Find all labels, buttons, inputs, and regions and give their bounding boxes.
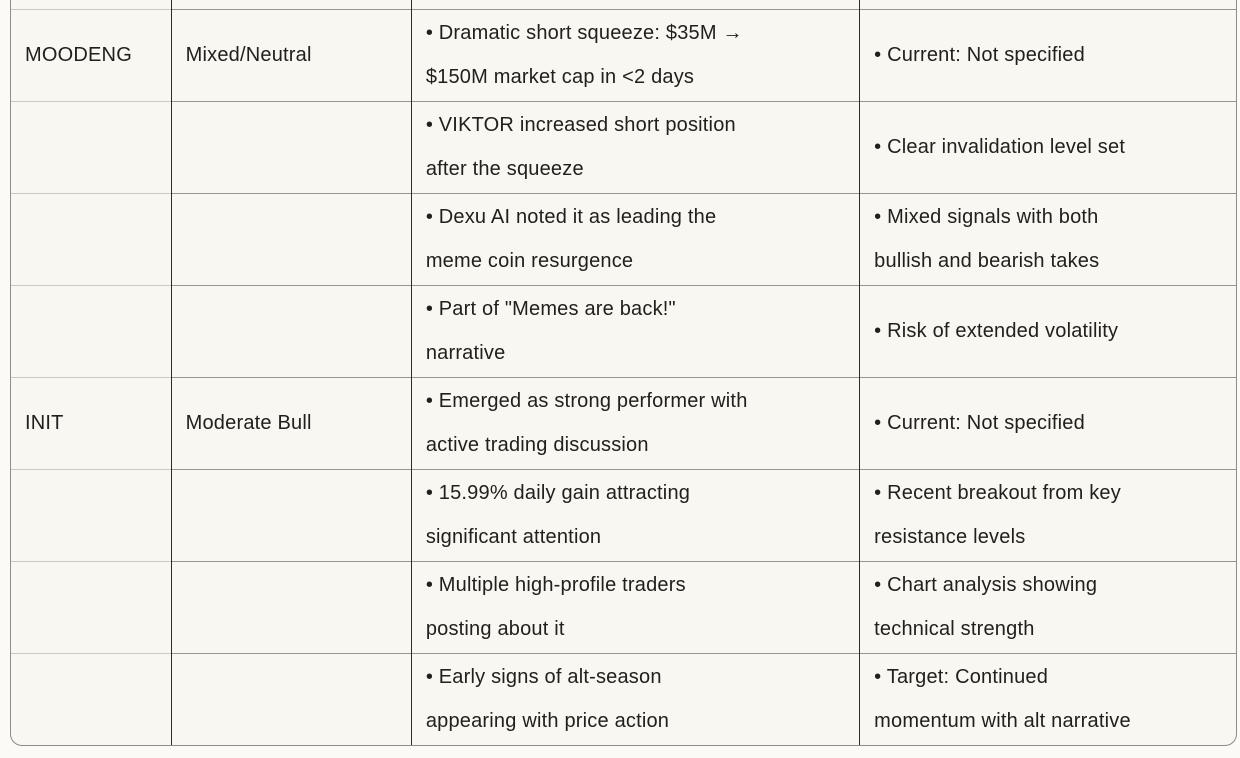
cell-token: [11, 468, 172, 561]
cell-token: INIT: [11, 376, 172, 469]
cell-levels: • Current: Not specified: [859, 376, 1236, 469]
cell-sentiment: [170, 0, 412, 9]
cell-levels: [859, 0, 1236, 9]
cell-details: • Emerged as strong performer with activ…: [410, 376, 860, 469]
cell-token: [11, 192, 172, 285]
cell-sentiment: [170, 100, 412, 193]
cell-details: [410, 0, 860, 9]
cell-details: • Multiple high-profile traders posting …: [410, 560, 860, 653]
table-row: • Multiple high-profile traders posting …: [11, 560, 1236, 653]
cell-levels: • Current: Not specified: [859, 8, 1236, 101]
cell-token: [11, 0, 171, 9]
table-row: • Dexu AI noted it as leading the meme c…: [11, 192, 1236, 285]
cell-sentiment: [170, 284, 412, 377]
cell-details: • 15.99% daily gain attracting significa…: [410, 468, 860, 561]
cell-details: • Early signs of alt-season appearing wi…: [410, 652, 860, 745]
cell-levels: • Mixed signals with both bullish and be…: [859, 192, 1236, 285]
table-card: MOODENG Mixed/Neutral • Dramatic short squ…: [10, 0, 1237, 746]
cell-sentiment: Mixed/Neutral: [170, 8, 412, 101]
table-row: • VIKTOR increased short position after …: [11, 100, 1236, 193]
cell-details: • VIKTOR increased short position after …: [410, 100, 860, 193]
cell-levels: • Clear invalidation level set: [859, 100, 1236, 193]
cell-details: • Part of "Memes are back!" narrative: [410, 284, 860, 377]
table-row: INIT Moderate Bull • Emerged as strong per…: [11, 376, 1236, 469]
cell-token: [11, 100, 172, 193]
table-body: MOODENG Mixed/Neutral • Dramatic short squ…: [11, 0, 1236, 745]
cell-levels: • Target: Continued momentum with alt na…: [859, 652, 1236, 745]
cell-sentiment: [170, 560, 412, 653]
cell-levels: • Risk of extended volatility: [859, 284, 1236, 377]
cell-sentiment: [170, 652, 412, 745]
cell-token: [11, 652, 172, 745]
cell-sentiment: Moderate Bull: [170, 376, 412, 469]
cell-sentiment: [170, 192, 412, 285]
cell-levels: • Recent breakout from key resistance le…: [859, 468, 1236, 561]
cell-token: [11, 560, 172, 653]
cell-token: [11, 284, 172, 377]
table-row: • 15.99% daily gain attracting significa…: [11, 468, 1236, 561]
cell-token: MOODENG: [11, 8, 172, 101]
table-row: [11, 0, 1236, 9]
cell-sentiment: [170, 468, 412, 561]
cell-details: • Dexu AI noted it as leading the meme c…: [410, 192, 860, 285]
token-analysis-table: MOODENG Mixed/Neutral • Dramatic short squ…: [11, 0, 1236, 745]
table-row: • Part of "Memes are back!" narrative • R…: [11, 284, 1236, 377]
cell-levels: • Chart analysis showing technical stren…: [859, 560, 1236, 653]
cell-details: • Dramatic short squeeze: $35M → $150M m…: [410, 8, 860, 101]
table-row: • Early signs of alt-season appearing wi…: [11, 652, 1236, 745]
table-row: MOODENG Mixed/Neutral • Dramatic short squ…: [11, 8, 1236, 101]
